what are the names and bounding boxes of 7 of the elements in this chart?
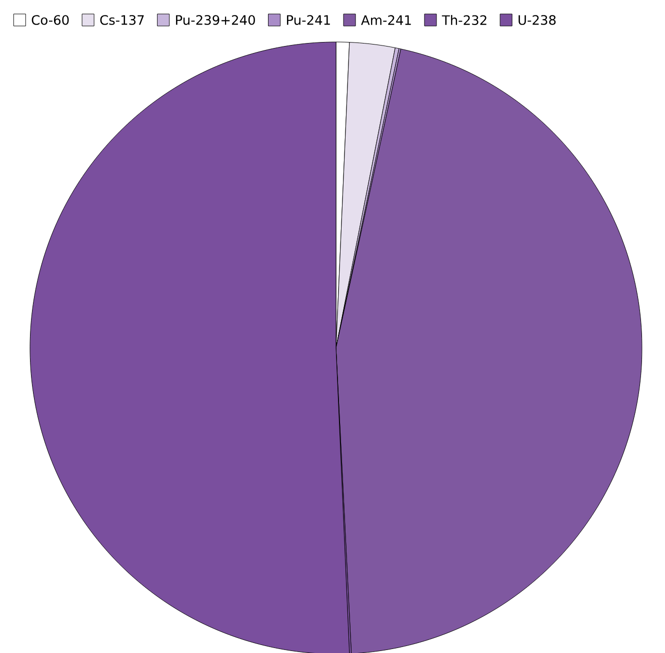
legend-label: Pu-241 — [286, 15, 330, 25]
legend-label: Th-232 — [442, 14, 486, 26]
legend-label: Am-241 — [361, 15, 411, 25]
legend-label: Co-60 — [32, 15, 69, 25]
legend-label: Pu-239+240 — [176, 15, 255, 25]
legend-label: Cs-137 — [100, 15, 144, 25]
legend-label: U-238 — [518, 15, 556, 25]
